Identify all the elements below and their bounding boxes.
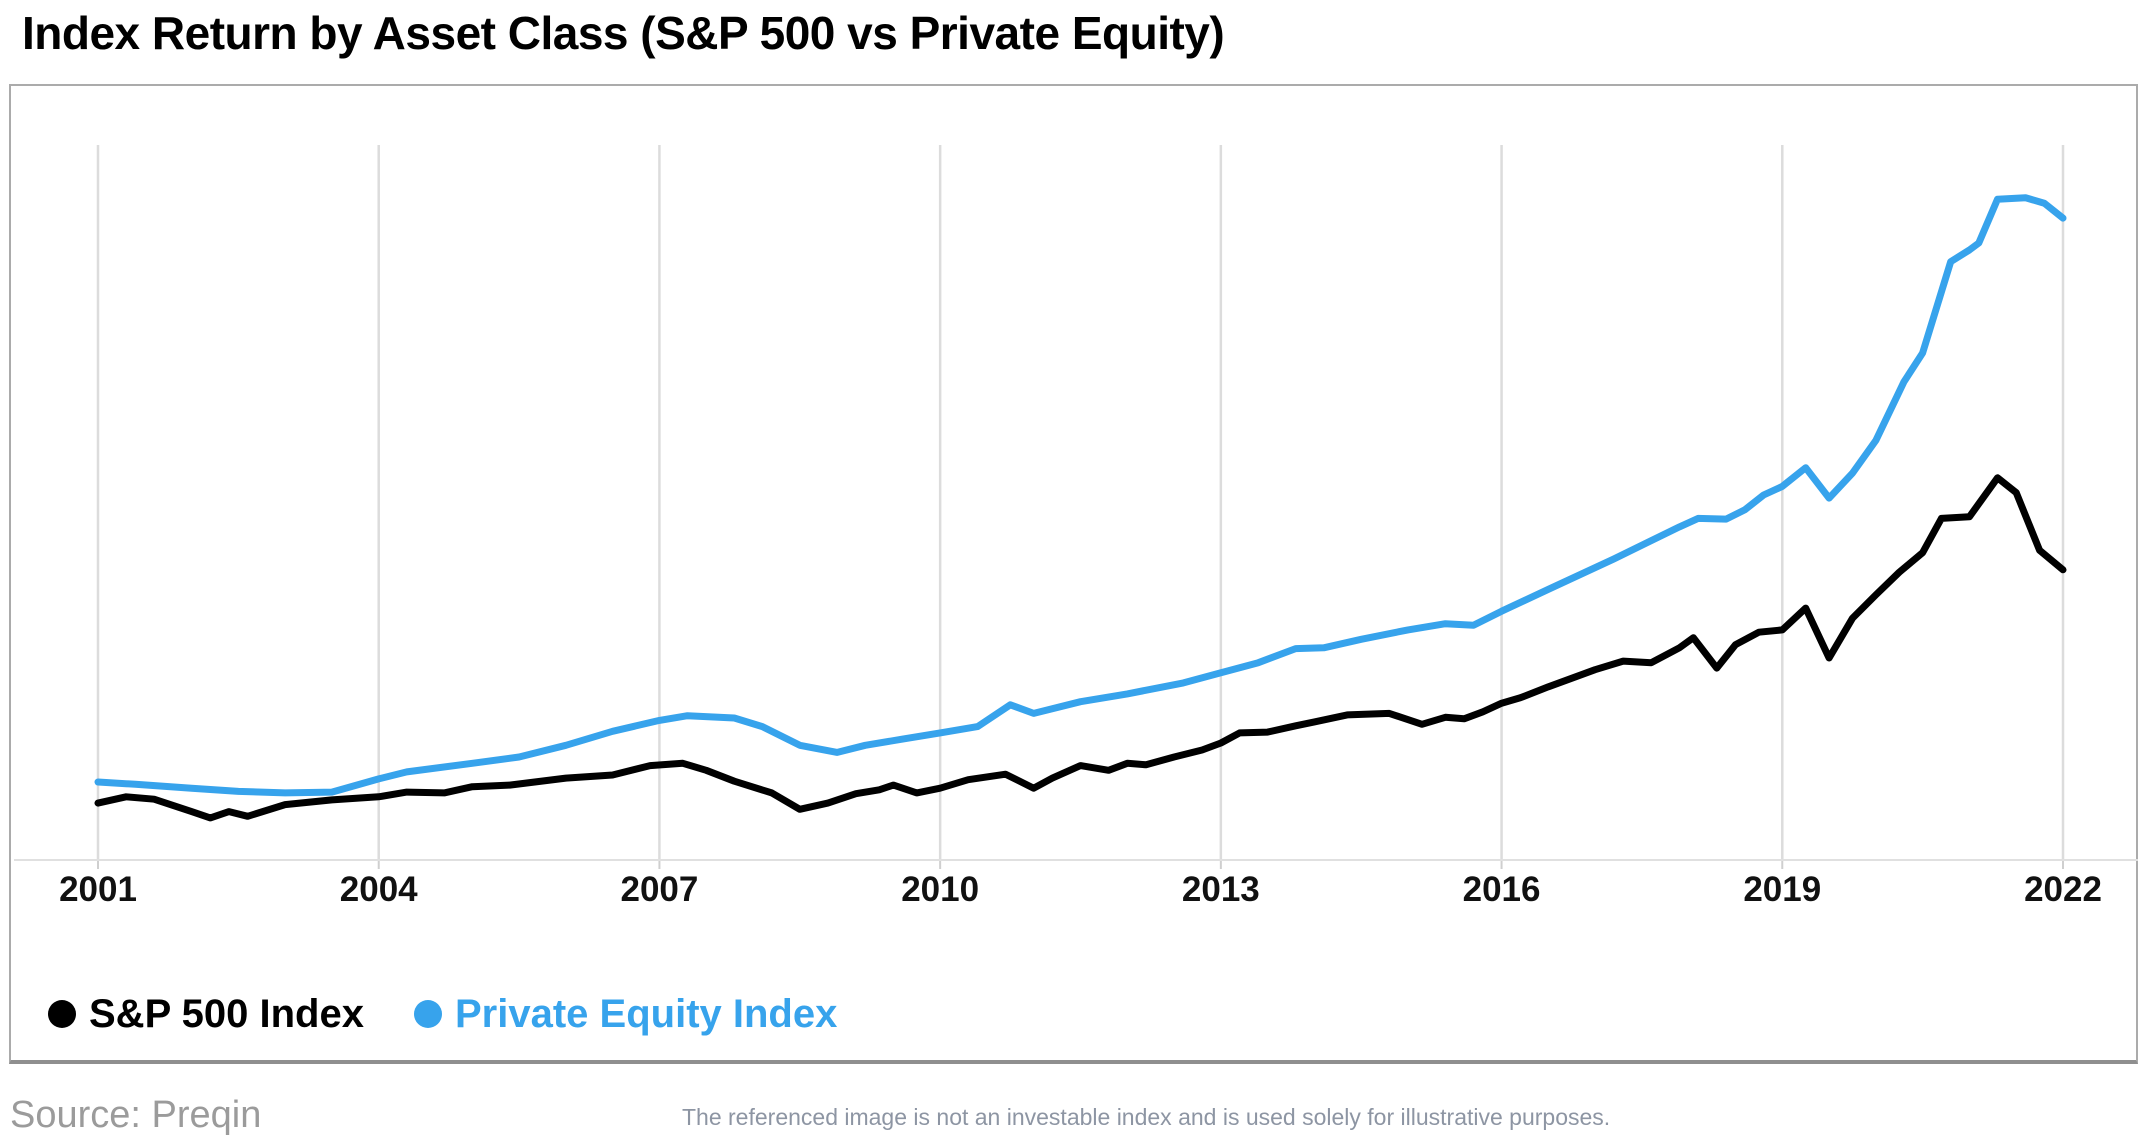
sp500-legend-dot-icon bbox=[48, 1000, 76, 1028]
chart-legend: S&P 500 Index Private Equity Index bbox=[0, 992, 2154, 1036]
private-equity-legend-dot-icon bbox=[414, 1000, 442, 1028]
chart-frame bbox=[9, 84, 2138, 1064]
x-axis-label-2013: 2013 bbox=[1181, 870, 1260, 909]
sp500-legend-label: S&P 500 Index bbox=[89, 991, 364, 1036]
source-attribution: Source: Preqin bbox=[10, 1094, 262, 1136]
disclaimer: The referenced image is not an investabl… bbox=[682, 1104, 1611, 1130]
private-equity-legend-label: Private Equity Index bbox=[455, 991, 838, 1036]
page-title: Index Return by Asset Class (S&P 500 vs … bbox=[22, 7, 1225, 59]
x-axis-label-2022: 2022 bbox=[2024, 870, 2102, 909]
x-axis-label-2001: 2001 bbox=[59, 870, 137, 909]
legend-item-private-equity: Private Equity Index bbox=[414, 992, 837, 1036]
x-axis-label-2016: 2016 bbox=[1462, 870, 1541, 909]
x-axis-label-2010: 2010 bbox=[901, 870, 980, 909]
x-axis-label-2019: 2019 bbox=[1743, 870, 1822, 909]
x-axis-label-2004: 2004 bbox=[339, 870, 418, 909]
x-axis-label-2007: 2007 bbox=[620, 870, 699, 909]
legend-item-sp500: S&P 500 Index bbox=[48, 992, 364, 1036]
